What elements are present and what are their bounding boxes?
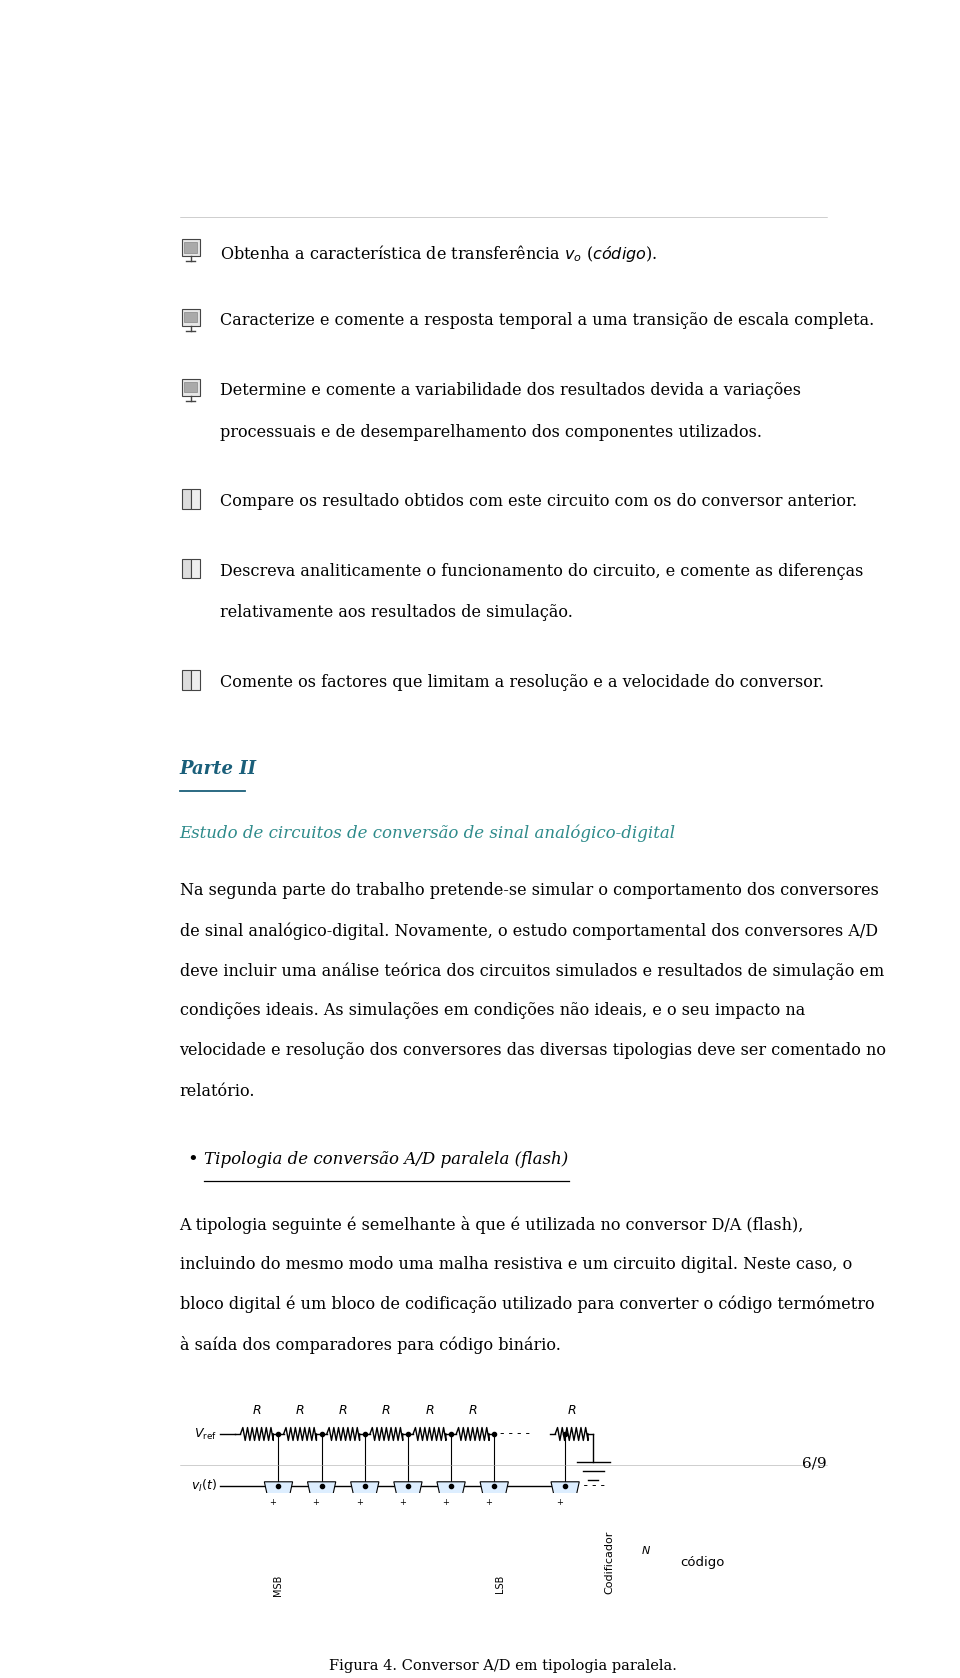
Bar (584, 1507, 636, 1618)
Text: +: + (442, 1498, 449, 1507)
Text: R: R (339, 1404, 348, 1418)
Text: R: R (382, 1404, 391, 1418)
Text: - - - -: - - - - (500, 1428, 530, 1440)
Bar (181, 559, 191, 579)
Text: Caracterize e comente a resposta temporal a uma transição de escala completa.: Caracterize e comente a resposta tempora… (221, 312, 875, 329)
Bar (184, 383, 197, 393)
Bar (191, 559, 200, 579)
Text: +: + (356, 1498, 363, 1507)
Text: A tipologia seguinte é semelhante à que é utilizada no conversor D/A (flash),: A tipologia seguinte é semelhante à que … (180, 1215, 804, 1233)
Text: N: N (642, 1545, 650, 1556)
Text: R: R (468, 1404, 477, 1418)
Text: relativamente aos resultados de simulação.: relativamente aos resultados de simulaçã… (221, 604, 573, 621)
Text: Descreva analiticamente o funcionamento do circuito, e comente as diferenças: Descreva analiticamente o funcionamento … (221, 564, 864, 581)
Text: bloco digital é um bloco de codificação utilizado para converter o código termóm: bloco digital é um bloco de codificação … (180, 1295, 875, 1314)
Text: Na segunda parte do trabalho pretende-se simular o comportamento dos conversores: Na segunda parte do trabalho pretende-se… (180, 883, 878, 899)
Text: R: R (567, 1404, 576, 1418)
Text: à saída dos comparadores para código binário.: à saída dos comparadores para código bin… (180, 1336, 561, 1354)
Bar (184, 242, 197, 252)
Text: MSB: MSB (274, 1576, 283, 1596)
Polygon shape (551, 1482, 579, 1547)
Text: processuais e de desemparelhamento dos componentes utilizados.: processuais e de desemparelhamento dos c… (221, 423, 762, 441)
Bar (181, 309, 200, 326)
Text: incluindo do mesmo modo uma malha resistiva e um circuito digital. Neste caso, o: incluindo do mesmo modo uma malha resist… (180, 1255, 852, 1272)
Text: Parte II: Parte II (180, 760, 256, 777)
Bar (181, 670, 191, 690)
Bar (181, 490, 191, 508)
Text: relatório.: relatório. (180, 1082, 255, 1099)
Text: •: • (187, 1151, 198, 1170)
Text: Tipologia de conversão A/D paralela (flash): Tipologia de conversão A/D paralela (fla… (204, 1151, 568, 1168)
Text: LSB: LSB (495, 1576, 505, 1592)
Polygon shape (437, 1482, 466, 1547)
Text: Determine e comente a variabilidade dos resultados devida a variações: Determine e comente a variabilidade dos … (221, 383, 802, 399)
Text: Figura 4. Conversor A/D em tipologia paralela.: Figura 4. Conversor A/D em tipologia par… (329, 1660, 677, 1673)
Polygon shape (307, 1482, 336, 1547)
Text: +: + (485, 1498, 492, 1507)
Text: $V_{\rm ref}$: $V_{\rm ref}$ (194, 1426, 217, 1441)
Text: 6/9: 6/9 (803, 1457, 827, 1470)
Text: +: + (270, 1498, 276, 1507)
Polygon shape (350, 1482, 379, 1547)
Bar (181, 240, 200, 257)
Text: deve incluir uma análise teórica dos circuitos simulados e resultados de simulaç: deve incluir uma análise teórica dos cir… (180, 963, 884, 980)
Text: R: R (296, 1404, 304, 1418)
Polygon shape (264, 1482, 293, 1547)
Text: +: + (313, 1498, 320, 1507)
Text: R: R (425, 1404, 434, 1418)
Text: Obtenha a característica de transferência $v_o$ ($\mathit{código}$).: Obtenha a característica de transferênci… (221, 243, 658, 263)
Text: Compare os resultado obtidos com este circuito com os do conversor anterior.: Compare os resultado obtidos com este ci… (221, 493, 857, 510)
Polygon shape (394, 1482, 422, 1547)
Bar (191, 490, 200, 508)
Text: +: + (398, 1498, 406, 1507)
Text: código: código (681, 1556, 725, 1569)
Text: +: + (556, 1498, 563, 1507)
Text: velocidade e resolução dos conversores das diversas tipologias deve ser comentad: velocidade e resolução dos conversores d… (180, 1042, 886, 1059)
Text: Codificador: Codificador (605, 1530, 614, 1594)
Text: de sinal analógico-digital. Novamente, o estudo comportamental dos conversores A: de sinal analógico-digital. Novamente, o… (180, 923, 877, 940)
Text: R: R (252, 1404, 261, 1418)
Text: condições ideais. As simulações em condições não ideais, e o seu impacto na: condições ideais. As simulações em condi… (180, 1002, 804, 1020)
Bar (184, 312, 197, 322)
Text: Comente os factores que limitam a resolução e a velocidade do conversor.: Comente os factores que limitam a resolu… (221, 675, 825, 691)
Text: Estudo de circuitos de conversão de sinal analógico-digital: Estudo de circuitos de conversão de sina… (180, 824, 676, 842)
Bar (191, 670, 200, 690)
Text: - - - -: - - - - (575, 1480, 606, 1492)
Text: $v_I(t)$: $v_I(t)$ (191, 1478, 217, 1493)
Polygon shape (480, 1482, 509, 1547)
Bar (181, 379, 200, 396)
